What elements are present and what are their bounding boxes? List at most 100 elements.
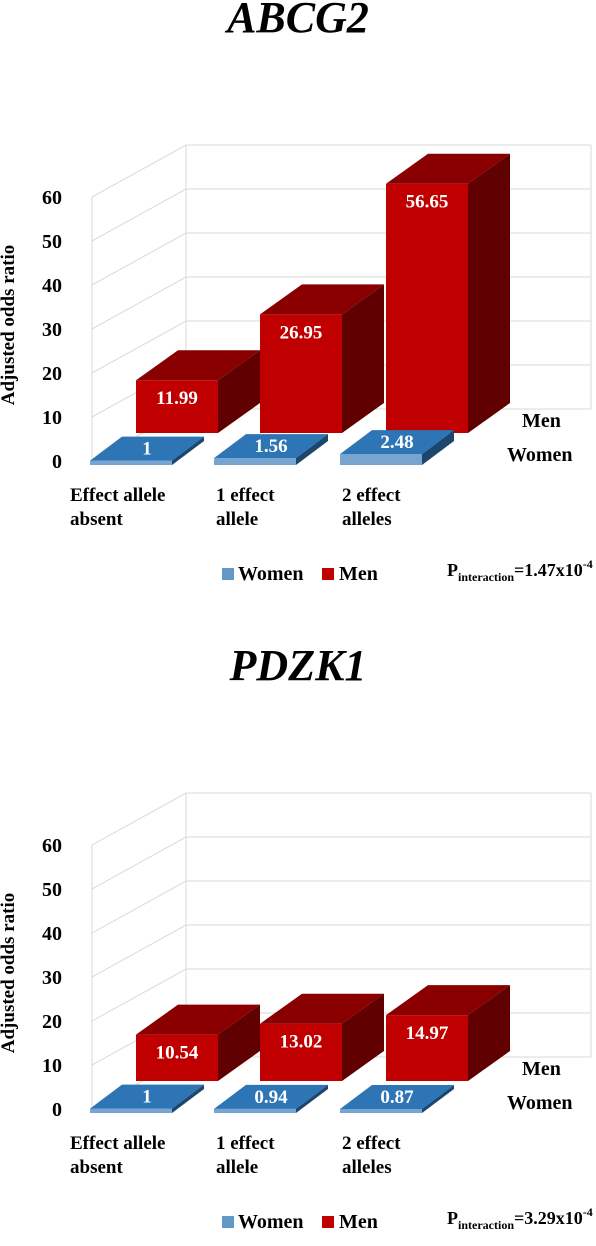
bar-women-value: 2.48 [380, 432, 413, 453]
p-interaction-prefix: P [447, 1208, 458, 1228]
x-category-label: 2 effect [342, 485, 401, 506]
y-axis-ticks: 0 10 20 30 40 50 60 [42, 187, 62, 473]
x-category-label: absent [70, 509, 123, 530]
bar-women-top [214, 1084, 328, 1109]
bar-women-side [422, 1085, 454, 1113]
y-tick-label: 10 [42, 1055, 62, 1077]
bar-women-side [296, 1084, 328, 1113]
p-interaction-prefix: P [447, 560, 458, 580]
y-tick-label: 20 [42, 363, 62, 385]
x-category-label: 1 effect [216, 1133, 275, 1154]
bar-women-value: 0.94 [254, 1087, 288, 1108]
bar-men-value: 56.65 [406, 192, 449, 213]
y-axis-label: Adjusted odds ratio [0, 245, 19, 405]
bar-men-value: 26.95 [280, 322, 323, 343]
bar-women: 2.48 [340, 430, 454, 465]
bar-women-top [340, 1085, 454, 1109]
x-category-label: absent [70, 1157, 123, 1178]
depth-label-women: Women [507, 444, 573, 466]
bar-men: 10.54 [136, 1004, 260, 1081]
bar-men-top [136, 350, 260, 381]
bar-women-front [340, 454, 422, 465]
bar-women-front [90, 1108, 172, 1113]
y-tick-label: 60 [42, 187, 62, 209]
legend-swatch-men [322, 568, 334, 580]
bar-men-value: 13.02 [280, 1032, 323, 1053]
bar-men-side [468, 985, 510, 1081]
bar-men: 26.95 [260, 284, 384, 433]
bar-women-top [90, 1084, 204, 1109]
x-category-label: allele [216, 509, 258, 530]
legend: Women Men [222, 563, 378, 585]
y-tick-label: 60 [42, 835, 62, 857]
legend-swatch-women [222, 1216, 234, 1228]
bar-women-front [214, 1108, 296, 1113]
y-tick-label: 40 [42, 923, 62, 945]
bar-men: 11.99 [136, 350, 260, 433]
bar-men: 13.02 [260, 993, 384, 1081]
bar-men-side [218, 350, 260, 433]
bar-women-side [422, 430, 454, 465]
bars: 11.99 26.95 56.65 1 1.56 2.48 [90, 153, 510, 465]
chart-title: PDZK1 [229, 641, 367, 690]
p-interaction: Pinteraction=1.47x10-4 [447, 557, 593, 584]
x-category-label: Effect allele [70, 1133, 165, 1154]
bar-women-front [214, 458, 296, 465]
p-interaction-subscript: interaction [458, 570, 514, 584]
bar-men-front [386, 183, 468, 433]
bar-women-value: 1.56 [254, 436, 287, 457]
x-axis-categories: Effect allele absent 1 effect allele 2 effec… [70, 1133, 401, 1178]
bar-men-top [260, 993, 384, 1024]
bar-men-side [468, 153, 510, 434]
bar-men-front [386, 1015, 468, 1081]
x-category-label: alleles [342, 1157, 392, 1178]
y-tick-label: 20 [42, 1011, 62, 1033]
legend-label-men: Men [339, 563, 378, 585]
bar-men-value: 14.97 [406, 1023, 449, 1044]
bar-men-top [136, 1004, 260, 1035]
bar-women-top [340, 430, 454, 455]
x-category-label: 2 effect [342, 1133, 401, 1154]
legend-swatch-men [322, 1216, 334, 1228]
bar-men-front [136, 1034, 218, 1081]
bar-men: 56.65 [386, 153, 510, 434]
x-category-label: allele [216, 1157, 258, 1178]
bar-women-value: 1 [142, 439, 152, 460]
bar-women-side [172, 436, 204, 465]
bar-men-side [342, 993, 384, 1081]
legend-swatch-women [222, 568, 234, 580]
chart-title: ABCG2 [224, 0, 369, 42]
y-tick-label: 30 [42, 967, 62, 989]
legend-label-women: Women [238, 563, 304, 585]
bar-men: 14.97 [386, 985, 510, 1081]
p-interaction-exponent: -4 [583, 557, 593, 571]
y-tick-label: 30 [42, 319, 62, 341]
y-tick-label: 50 [42, 879, 62, 901]
bar-women: 0.94 [214, 1084, 328, 1113]
p-interaction-exponent: -4 [583, 1205, 593, 1219]
y-tick-label: 50 [42, 231, 62, 253]
bar-women-top [90, 436, 204, 461]
bar-women-front [90, 460, 172, 465]
y-tick-label: 0 [52, 1099, 62, 1121]
x-category-label: 1 effect [216, 485, 275, 506]
bar-men-front [136, 380, 218, 433]
y-tick-label: 40 [42, 275, 62, 297]
p-interaction-value: =3.29x10 [514, 1208, 583, 1228]
y-tick-label: 10 [42, 407, 62, 429]
depth-label-men: Men [522, 410, 561, 432]
depth-label-men: Men [522, 1058, 561, 1080]
bar-men-top [386, 153, 510, 184]
bar-men-front [260, 1023, 342, 1081]
bar-women-value: 1 [142, 1087, 152, 1108]
bar-women-front [340, 1109, 422, 1113]
y-tick-label: 0 [52, 451, 62, 473]
bar-women: 0.87 [340, 1085, 454, 1113]
legend-label-women: Women [238, 1211, 304, 1233]
bar-women: 1.56 [214, 434, 328, 465]
y-axis-label: Adjusted odds ratio [0, 893, 19, 1053]
bar-women-top [214, 434, 328, 459]
bar-men-value: 11.99 [156, 388, 198, 409]
bar-men-front [260, 314, 342, 433]
